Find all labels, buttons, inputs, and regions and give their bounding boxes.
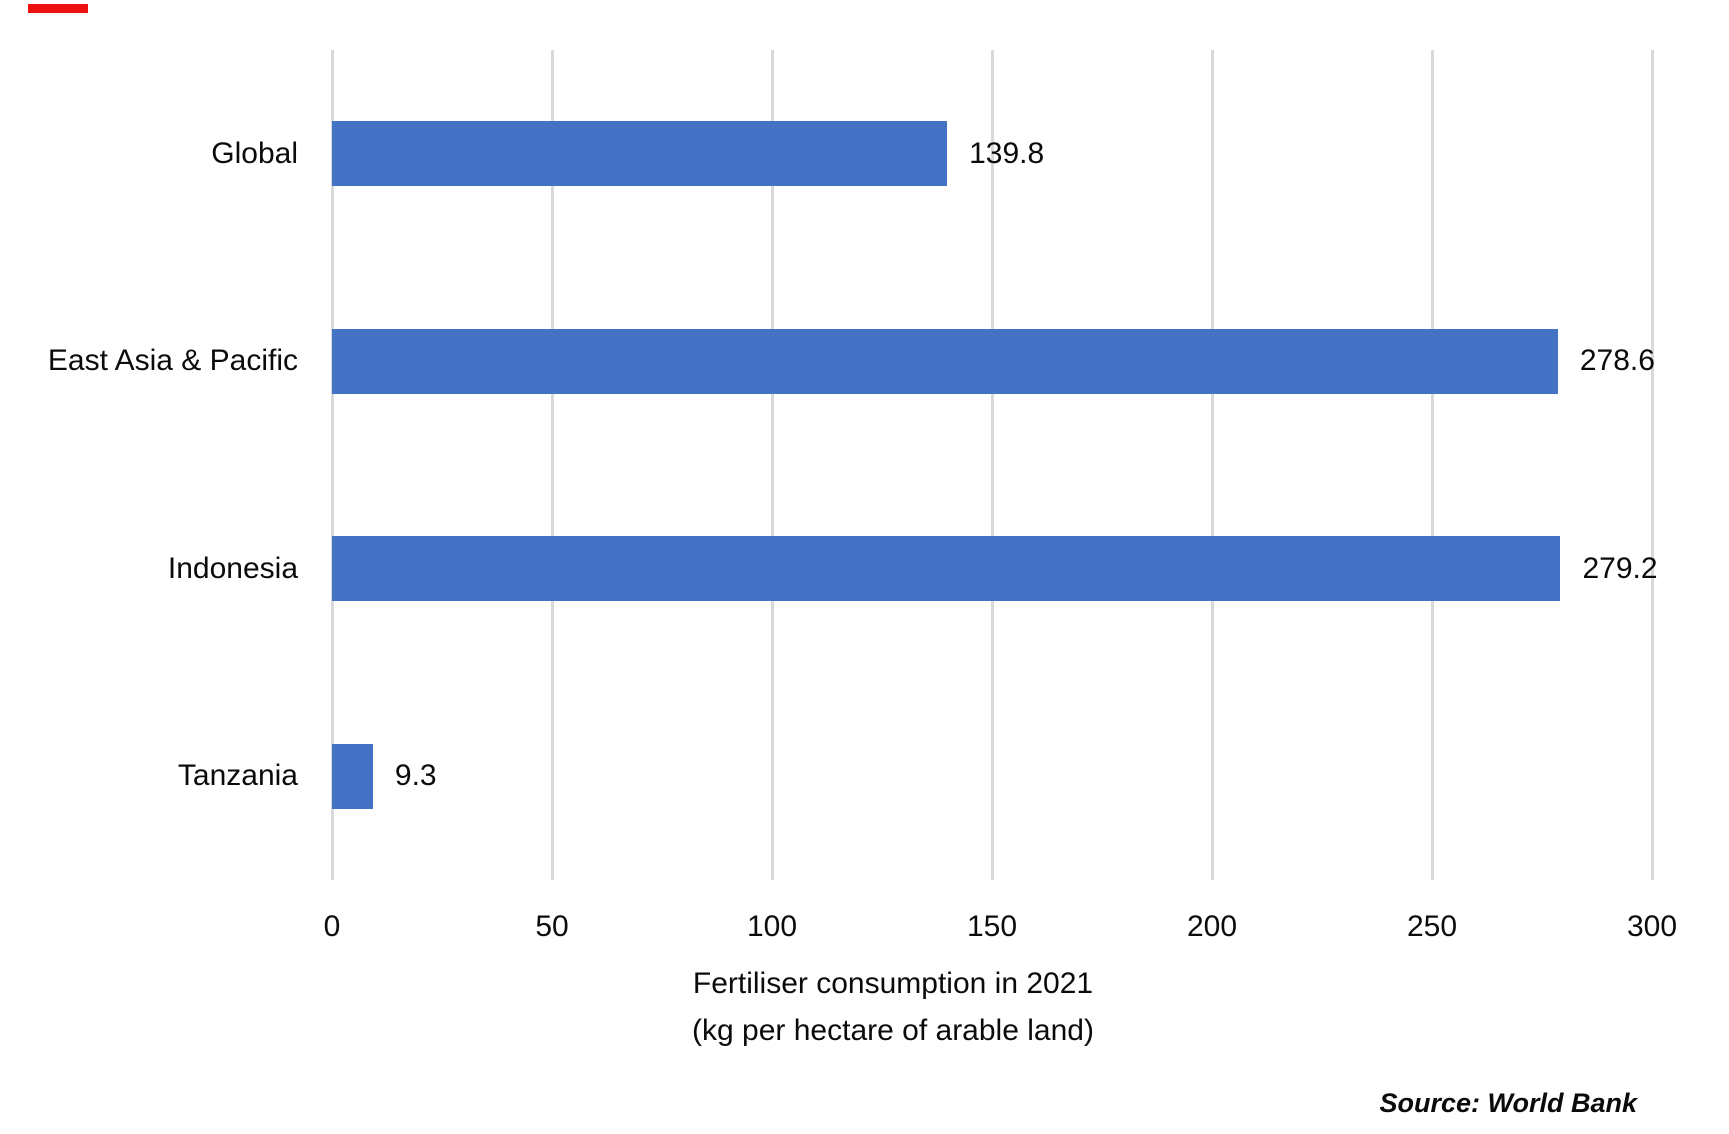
gridline-0 xyxy=(330,50,334,880)
red-marker xyxy=(28,4,88,13)
source-note: Source: World Bank xyxy=(1379,1088,1637,1118)
gridline-300 xyxy=(1650,50,1654,880)
bar xyxy=(332,536,1561,602)
gridline-50 xyxy=(550,50,554,880)
value-label: 139.8 xyxy=(969,136,1045,170)
x-tick-label: 150 xyxy=(966,910,1018,943)
gridline-100 xyxy=(770,50,774,880)
bar xyxy=(332,121,948,187)
category-label: Tanzania xyxy=(177,759,298,793)
value-label: 279.2 xyxy=(1582,551,1658,585)
value-label: 278.6 xyxy=(1579,344,1655,378)
x-tick-label: 0 xyxy=(323,910,341,943)
value-label: 9.3 xyxy=(394,759,437,793)
bar xyxy=(332,743,373,809)
x-tick-label: 100 xyxy=(746,910,798,943)
bar xyxy=(332,328,1558,394)
x-tick-label: 50 xyxy=(535,910,569,943)
x-axis-title-line-1: Fertiliser consumption in 2021 xyxy=(692,967,1094,1000)
x-tick-label: 250 xyxy=(1406,910,1458,943)
x-axis-title: Fertiliser consumption in 2021 (kg per h… xyxy=(293,960,1493,1054)
x-tick-label: 200 xyxy=(1186,910,1238,943)
gridline-200 xyxy=(1210,50,1214,880)
category-label: Indonesia xyxy=(167,551,298,585)
x-axis-title-line-2: (kg per hectare of arable land) xyxy=(692,1014,1094,1047)
x-tick-label: 300 xyxy=(1626,910,1678,943)
gridline-150 xyxy=(990,50,994,880)
category-label: East Asia & Pacific xyxy=(47,344,298,378)
category-label: Global xyxy=(211,136,298,170)
gridline-250 xyxy=(1430,50,1434,880)
